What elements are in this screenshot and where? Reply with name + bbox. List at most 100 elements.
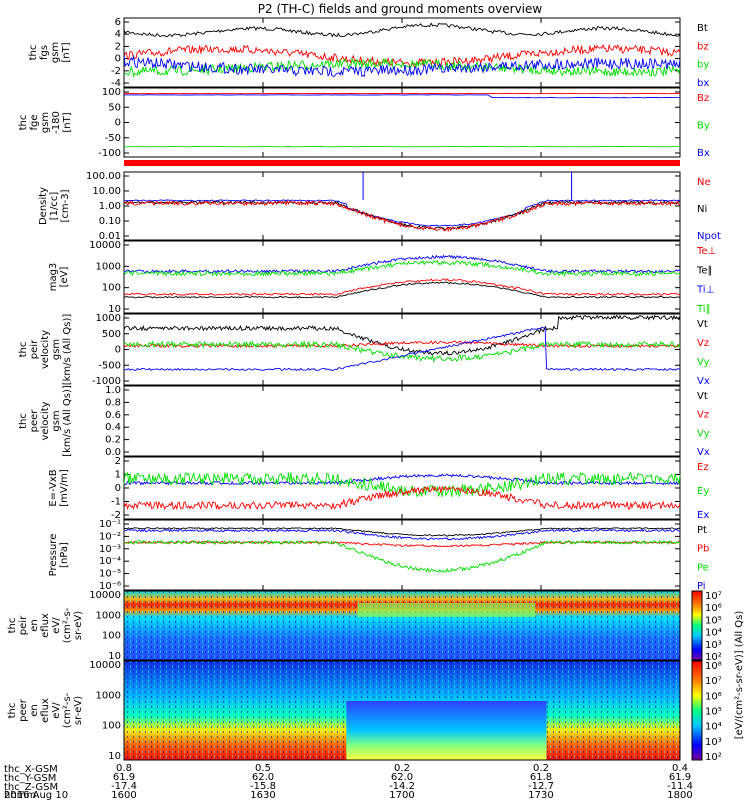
- y-tick-label: -2: [111, 66, 121, 77]
- legend-Vz: Vz: [697, 338, 709, 349]
- colorbar-label: [eV/(cm²-s-sr-eV)] (All Qs): [734, 611, 745, 740]
- x-axis-value: 0.5: [255, 763, 271, 774]
- legend-Ne: Ne: [697, 177, 711, 188]
- legend-Pi: Pi: [697, 581, 706, 592]
- y-axis-label: velocity: [40, 330, 51, 369]
- y-axis-label: gsm: [50, 42, 61, 63]
- series-Te-par: [123, 281, 681, 299]
- y-tick-label: 1.0: [105, 385, 121, 396]
- y-axis-label: thc: [7, 618, 18, 634]
- y-tick-label: 100: [102, 283, 121, 294]
- y-axis-label: peir: [29, 339, 40, 359]
- y-tick-label: 0.8: [105, 397, 121, 408]
- legend-Te⊥: Te⊥: [696, 246, 716, 257]
- colorbar-tick-label: 10⁴: [705, 628, 722, 639]
- legend-Ey: Ey: [697, 486, 709, 497]
- y-axis-label: [eV]: [59, 267, 70, 288]
- ion-spectrogram-noise: [124, 591, 680, 660]
- x-axis-row-label: thc_Z-GSM: [4, 782, 58, 793]
- y-axis-label: peer: [29, 409, 40, 433]
- x-axis-value: 62.0: [252, 772, 274, 783]
- x-axis-value: 0.2: [394, 763, 410, 774]
- y-tick-label: 0.2: [105, 435, 121, 446]
- y-axis-label: (cm²-s-: [62, 607, 73, 643]
- y-tick-label: 1000: [96, 690, 121, 701]
- legend-Npot: Npot: [697, 231, 721, 242]
- y-axis-label: [1/cc]: [49, 192, 60, 221]
- colorbar-tick-label: 10²: [705, 752, 722, 763]
- y-tick-label: -1: [111, 497, 121, 508]
- colorbar-tick-label: 10³: [705, 737, 722, 748]
- x-axis-value: 61.9: [113, 772, 135, 783]
- y-tick-label: 0.6: [105, 410, 121, 421]
- x-axis-value: 1630: [250, 790, 275, 800]
- legend-Vy: Vy: [697, 357, 710, 368]
- y-tick-label: 4: [115, 29, 121, 40]
- y-tick-label: 1.00: [99, 201, 121, 212]
- y-tick-label: 10: [108, 304, 121, 315]
- y-tick-label: -1000: [92, 376, 121, 387]
- y-axis-label: sr-eV): [73, 611, 84, 640]
- legend-Ti⊥: Ti⊥: [696, 285, 714, 296]
- y-axis-label: peir: [18, 615, 29, 635]
- legend-by: by: [697, 60, 709, 71]
- panel-frame: [123, 385, 681, 457]
- y-tick-label: 10⁻¹: [99, 519, 121, 530]
- y-tick-label: 2: [115, 41, 121, 52]
- legend-Ni: Ni: [697, 204, 707, 215]
- legend-Bt: Bt: [697, 23, 708, 34]
- series-Ey: [123, 471, 681, 498]
- electron-spectrogram-gap: [346, 701, 547, 760]
- y-axis-label: [mV/m]: [59, 469, 70, 507]
- y-axis-label: eV/: [51, 702, 62, 719]
- x-axis-value: 61.8: [530, 772, 552, 783]
- colorbar: [691, 660, 703, 761]
- y-axis-label: -180: [51, 111, 62, 134]
- legend-By: By: [697, 121, 710, 132]
- colorbar-tick-label: 10⁵: [705, 707, 722, 718]
- series-Pt: [123, 527, 681, 537]
- x-axis-value: 61.9: [669, 772, 691, 783]
- legend-bz: bz: [697, 41, 709, 52]
- legend-Bz: Bz: [697, 93, 709, 104]
- y-axis-label: [km/s (All Qs)]: [62, 385, 73, 457]
- legend-Pb: Pb: [697, 544, 709, 555]
- panel-frame: [123, 171, 681, 241]
- panel-fge: thc fge gsm -180 [nT] 100 50 0 -50 -100 Bz By Bx: [18, 87, 710, 159]
- ion-spectrogram-frame: [123, 590, 681, 661]
- colorbar-tick-label: 10⁶: [705, 603, 722, 614]
- y-tick-label: -50: [105, 133, 121, 144]
- colorbar-tick-label: 10²: [705, 652, 722, 663]
- legend-Te∥: Te∥: [696, 265, 713, 276]
- y-axis-label: Density: [38, 187, 49, 225]
- x-axis-row-label: 2016 Aug 10: [4, 790, 68, 800]
- legend-Ez: Ez: [697, 462, 709, 473]
- y-tick-label: 10000: [89, 240, 121, 251]
- series-Ne: [123, 199, 681, 233]
- y-tick-label: -4: [111, 78, 121, 89]
- series-Vy: [123, 340, 681, 364]
- x-axis-value: -14.2: [389, 781, 415, 792]
- red-band: [124, 160, 680, 166]
- y-axis-label: thc: [18, 413, 29, 429]
- y-axis-label: [cm-3]: [60, 189, 71, 222]
- y-axis-label: [nT]: [62, 112, 73, 132]
- y-tick-label: 0.10: [99, 216, 121, 227]
- legend-Vt: Vt: [697, 391, 708, 402]
- series-Bx: [123, 94, 680, 99]
- legend-Vx: Vx: [697, 447, 710, 458]
- series-bz: [123, 43, 681, 68]
- legend-Ex: Ex: [697, 510, 709, 521]
- series-Pe: [123, 539, 681, 573]
- x-axis-value: 1730: [528, 790, 553, 800]
- y-axis-label: gsm: [51, 339, 62, 360]
- x-axis-value: -15.8: [250, 781, 276, 792]
- x-axis-value: 1700: [389, 790, 414, 800]
- y-axis-label: eflux: [40, 698, 51, 723]
- y-axis-label: thc: [28, 45, 39, 61]
- panel-ve: thc peer velocity gsm [km/s (All Qs)] 1.00.8 0…: [18, 385, 710, 458]
- y-axis-label: sr-eV): [73, 696, 84, 725]
- series-Pb: [123, 540, 681, 548]
- x-axis-value: 1800: [667, 790, 692, 800]
- x-axis-value: 0.8: [116, 763, 132, 774]
